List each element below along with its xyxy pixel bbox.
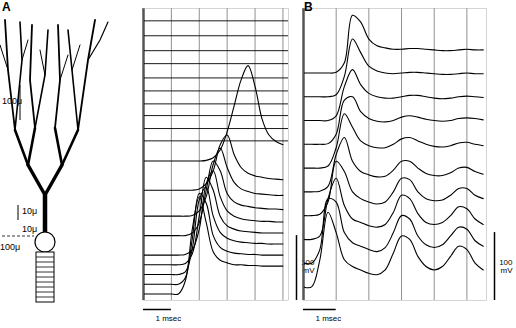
svg-text:100μ: 100μ	[2, 96, 22, 106]
svg-text:100mV: 100mV	[499, 258, 513, 275]
html-text:B: B	[304, 0, 313, 14]
html-text:A: A	[2, 0, 11, 14]
svg-text:1 msec: 1 msec	[316, 314, 342, 323]
svg-text:10μ: 10μ	[22, 224, 37, 234]
svg-text:1 msec: 1 msec	[156, 314, 182, 323]
html-text:mV: mV	[302, 265, 315, 275]
html-text:100: 100	[301, 257, 315, 267]
svg-text:10μ: 10μ	[22, 206, 37, 216]
svg-text:100μ: 100μ	[0, 242, 20, 252]
